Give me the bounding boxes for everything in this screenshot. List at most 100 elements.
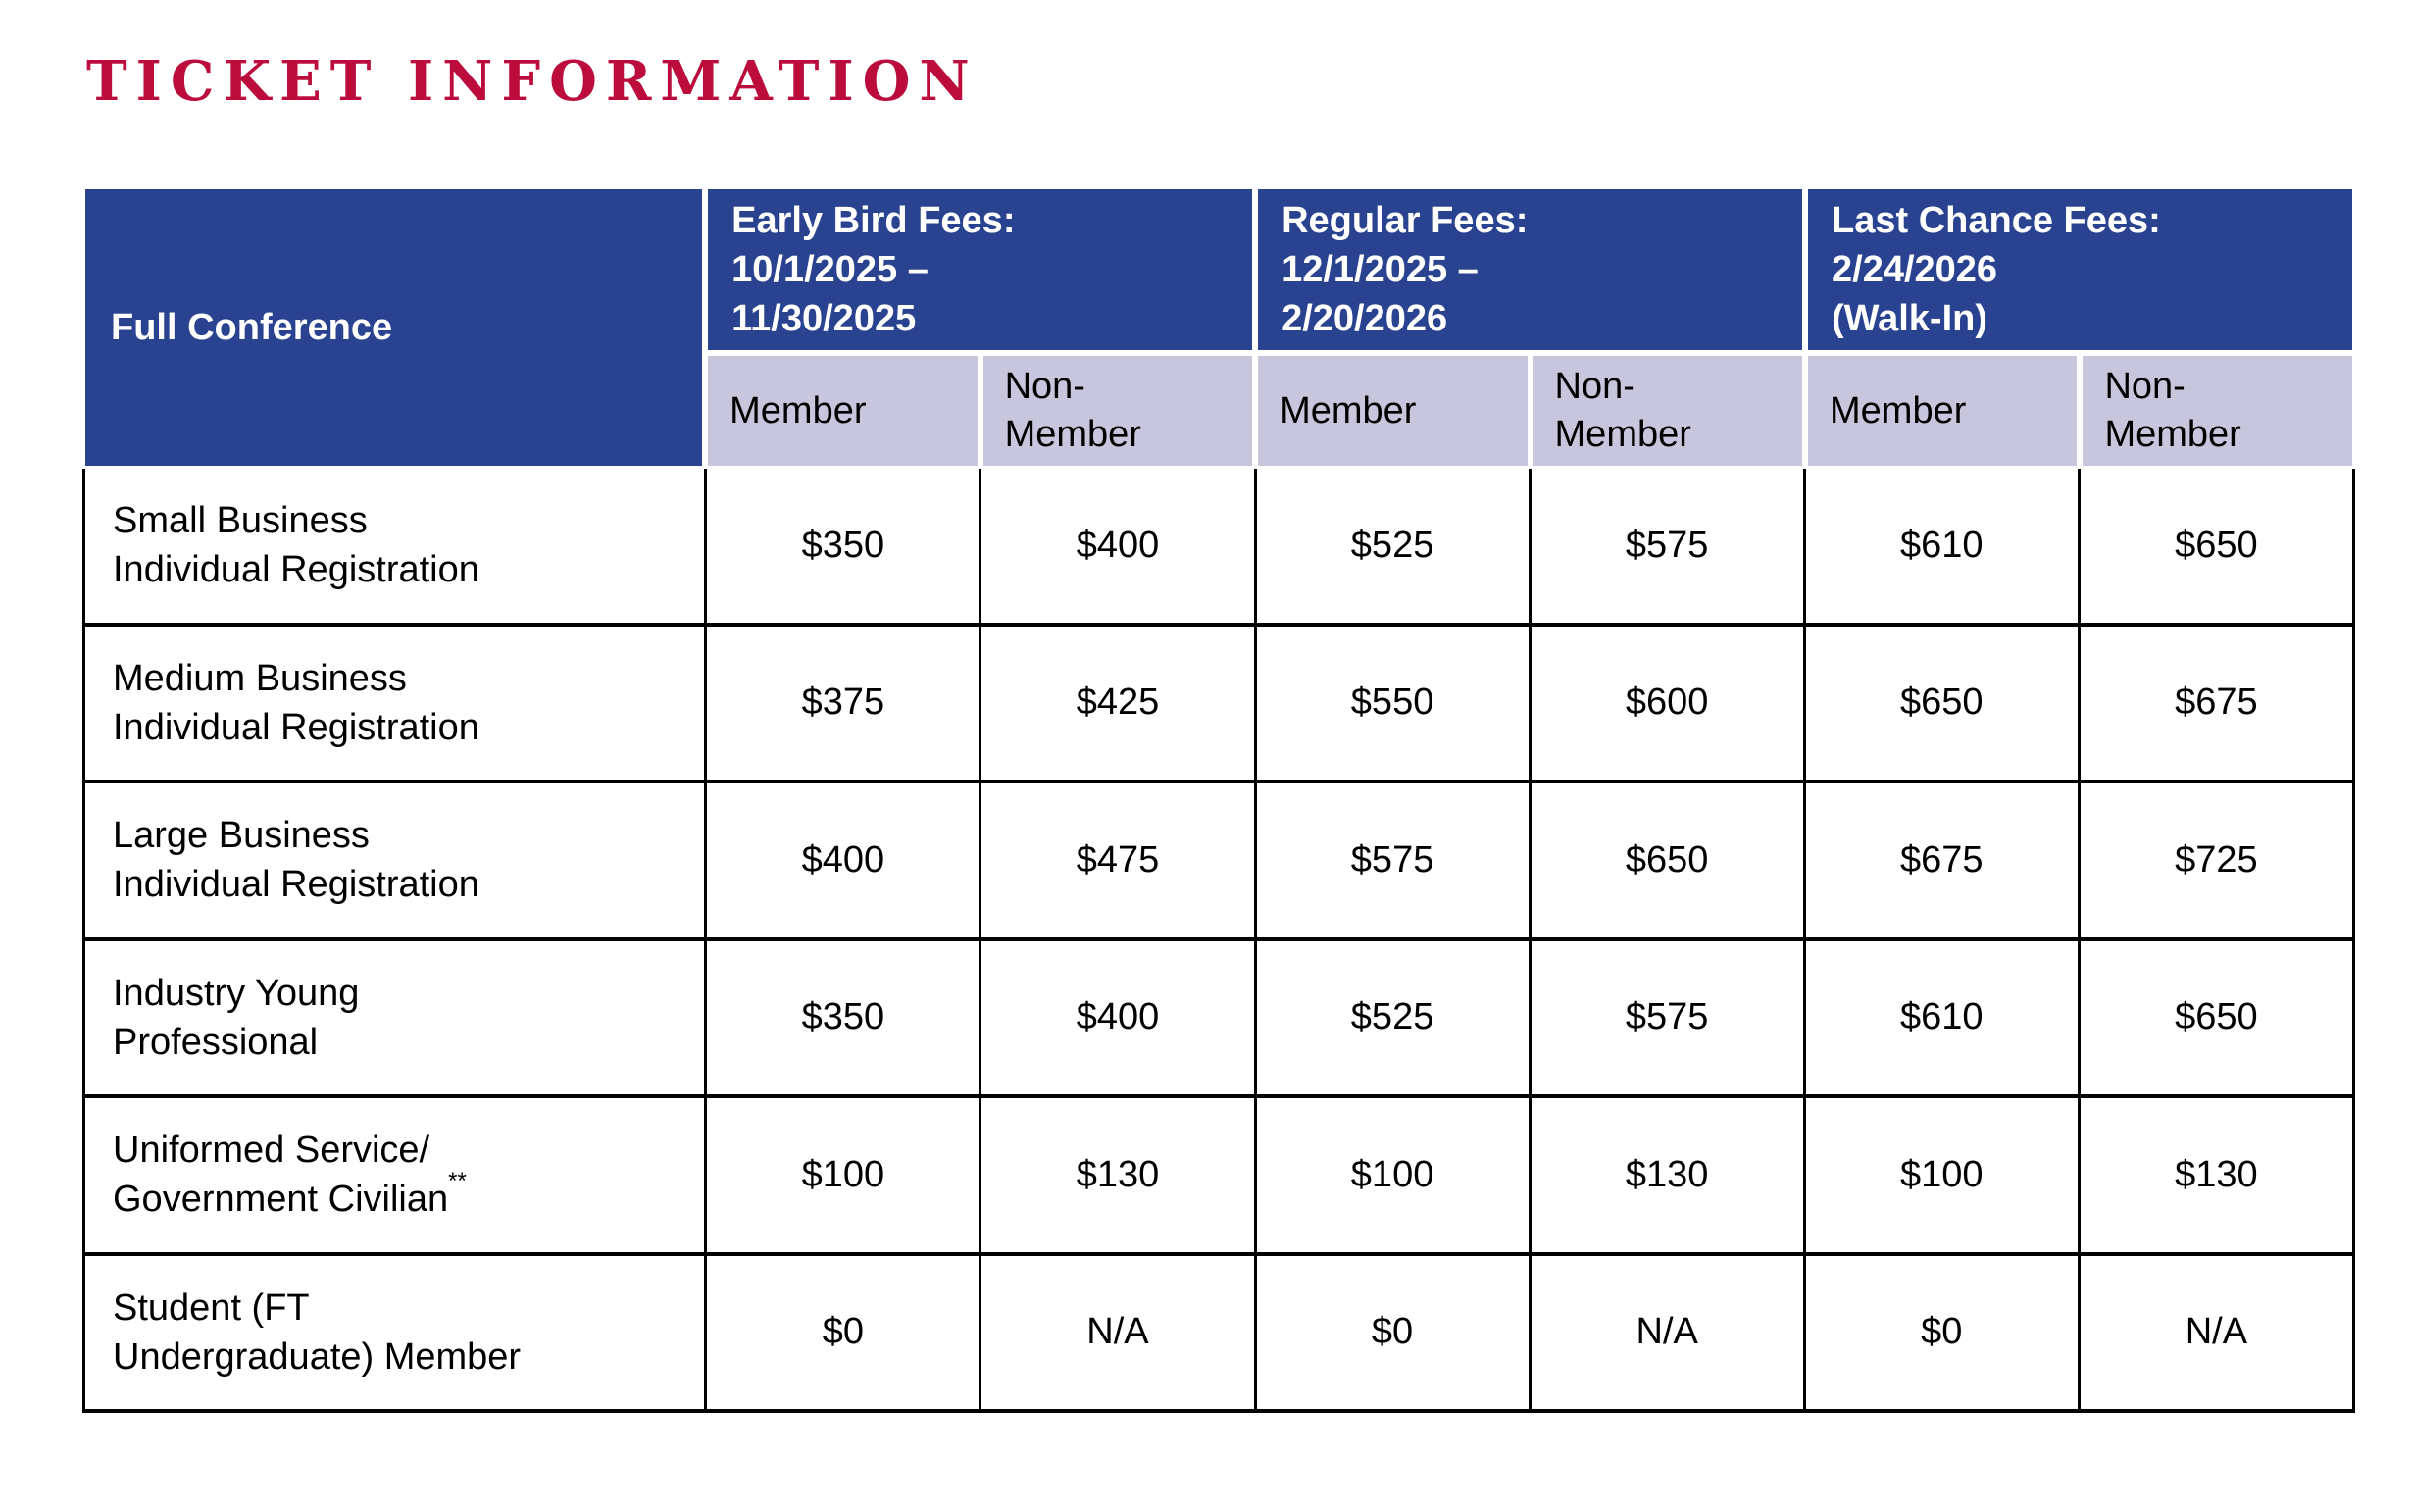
price-cell: $0 bbox=[707, 1255, 982, 1413]
row-label-line: Industry Young bbox=[113, 972, 360, 1014]
price-value: $100 bbox=[1900, 1153, 1984, 1195]
price-cell: $675 bbox=[1805, 783, 2081, 941]
price-value: $100 bbox=[801, 1153, 885, 1195]
table-body: Small Business Individual Registration $… bbox=[82, 469, 2355, 1413]
fee-period-line: 12/1/2025 – bbox=[1281, 248, 1479, 290]
price-cell: $130 bbox=[2080, 1098, 2355, 1256]
price-value: $130 bbox=[1625, 1153, 1709, 1195]
member-header-label: Member bbox=[729, 389, 867, 431]
price-value: $350 bbox=[801, 524, 885, 566]
page-title: TICKET INFORMATION bbox=[86, 49, 979, 114]
price-value: $675 bbox=[1900, 838, 1984, 881]
row-label-cell: Industry Young Professional bbox=[85, 940, 708, 1098]
price-cell: $575 bbox=[1256, 783, 1532, 941]
fee-period-line: 2/20/2026 bbox=[1281, 298, 1448, 340]
row-label-cell: Small Business Individual Registration bbox=[85, 469, 708, 627]
price-value: $525 bbox=[1350, 524, 1434, 566]
row-label-line: Individual Registration bbox=[113, 706, 479, 748]
price-cell: $425 bbox=[981, 626, 1257, 783]
price-value: $675 bbox=[2175, 681, 2258, 724]
price-value: N/A bbox=[2185, 1311, 2248, 1353]
table-header: Full Conference Early Bird Fees: 10/1/20… bbox=[82, 186, 2355, 469]
price-value: $130 bbox=[1076, 1153, 1160, 1195]
row-label-line: Large Business bbox=[113, 815, 370, 857]
price-cell: $100 bbox=[707, 1098, 982, 1256]
price-cell: $525 bbox=[1256, 469, 1532, 627]
row-label-cell: Medium Business Individual Registration bbox=[85, 626, 708, 783]
price-value: N/A bbox=[1086, 1311, 1149, 1353]
non-member-header-label: Member bbox=[1554, 414, 1691, 455]
price-value: $650 bbox=[2175, 524, 2258, 566]
price-value: $425 bbox=[1076, 681, 1160, 724]
price-value: $575 bbox=[1625, 524, 1709, 566]
price-cell: $610 bbox=[1805, 469, 2081, 627]
fee-period-line: Regular Fees: bbox=[1281, 199, 1529, 241]
price-value: $100 bbox=[1350, 1153, 1434, 1195]
price-cell: N/A bbox=[981, 1255, 1257, 1413]
fee-period-line: 10/1/2025 – bbox=[731, 248, 929, 290]
price-cell: $130 bbox=[981, 1098, 1257, 1256]
member-header-cell: Member bbox=[705, 353, 980, 469]
row-label-cell: Uniformed Service/ Government Civilian** bbox=[85, 1098, 708, 1256]
fee-period-line: Early Bird Fees: bbox=[731, 199, 1016, 241]
price-cell: $0 bbox=[1256, 1255, 1532, 1413]
price-value: $575 bbox=[1625, 996, 1709, 1038]
row-label-line: Student (FT bbox=[113, 1286, 310, 1329]
non-member-header-cell: Non- Member bbox=[1530, 353, 1805, 469]
price-cell: $375 bbox=[707, 626, 982, 783]
price-cell: $575 bbox=[1531, 940, 1806, 1098]
price-cell: $725 bbox=[2080, 783, 2355, 941]
row-label-cell: Student (FT Undergraduate) Member bbox=[85, 1255, 708, 1413]
non-member-header-label: Non- bbox=[1004, 366, 1085, 408]
non-member-header-label: Non- bbox=[2104, 366, 2186, 408]
row-label-line: Individual Registration bbox=[113, 864, 479, 906]
price-cell: $0 bbox=[1805, 1255, 2081, 1413]
member-header-cell: Member bbox=[1805, 353, 2081, 469]
price-cell: $575 bbox=[1531, 469, 1806, 627]
price-cell: $475 bbox=[981, 783, 1257, 941]
price-value: $475 bbox=[1076, 838, 1160, 881]
non-member-header-label: Non- bbox=[1554, 366, 1635, 408]
fee-period-header-last-chance: Last Chance Fees: 2/24/2026 (Walk-In) bbox=[1805, 186, 2355, 353]
non-member-header-cell: Non- Member bbox=[2080, 353, 2355, 469]
price-value: $600 bbox=[1625, 681, 1709, 724]
price-cell: $650 bbox=[1805, 626, 2081, 783]
price-cell: $400 bbox=[981, 469, 1257, 627]
row-label-line: Uniformed Service/ bbox=[113, 1130, 430, 1172]
fee-period-line: 2/24/2026 bbox=[1832, 248, 1998, 290]
price-value: $525 bbox=[1350, 996, 1434, 1038]
price-cell: $650 bbox=[2080, 469, 2355, 627]
corner-header-cell: Full Conference bbox=[82, 186, 706, 469]
price-cell: $130 bbox=[1531, 1098, 1806, 1256]
price-cell: $650 bbox=[1531, 783, 1806, 941]
non-member-header-cell: Non- Member bbox=[980, 353, 1256, 469]
price-cell: $650 bbox=[2080, 940, 2355, 1098]
price-value: $350 bbox=[801, 996, 885, 1038]
price-value: $575 bbox=[1350, 838, 1434, 881]
non-member-header-label: Member bbox=[2104, 414, 2241, 455]
price-cell: $350 bbox=[707, 469, 982, 627]
price-cell: $525 bbox=[1256, 940, 1532, 1098]
price-cell: $100 bbox=[1805, 1098, 2081, 1256]
row-label-line: Professional bbox=[113, 1021, 319, 1063]
price-value: $610 bbox=[1900, 996, 1984, 1038]
fee-period-header-regular: Regular Fees: 12/1/2025 – 2/20/2026 bbox=[1255, 186, 1805, 353]
member-header-label: Member bbox=[1280, 389, 1417, 431]
price-value: $650 bbox=[2175, 996, 2258, 1038]
price-value: $375 bbox=[801, 681, 885, 724]
member-header-label: Member bbox=[1830, 389, 1967, 431]
row-label-line: Individual Registration bbox=[113, 549, 479, 591]
row-label-line: Medium Business bbox=[113, 657, 407, 699]
price-cell: $550 bbox=[1256, 626, 1532, 783]
price-cell: $400 bbox=[981, 940, 1257, 1098]
price-cell: $600 bbox=[1531, 626, 1806, 783]
fee-period-line: Last Chance Fees: bbox=[1832, 199, 2161, 241]
price-value: $400 bbox=[1076, 524, 1160, 566]
price-cell: N/A bbox=[1531, 1255, 1806, 1413]
corner-header-label: Full Conference bbox=[111, 306, 393, 348]
price-value: $0 bbox=[1921, 1311, 1963, 1353]
row-label-cell: Large Business Individual Registration bbox=[85, 783, 708, 941]
price-value: $610 bbox=[1900, 524, 1984, 566]
price-value: $130 bbox=[2175, 1153, 2258, 1195]
price-value: $725 bbox=[2175, 838, 2258, 881]
